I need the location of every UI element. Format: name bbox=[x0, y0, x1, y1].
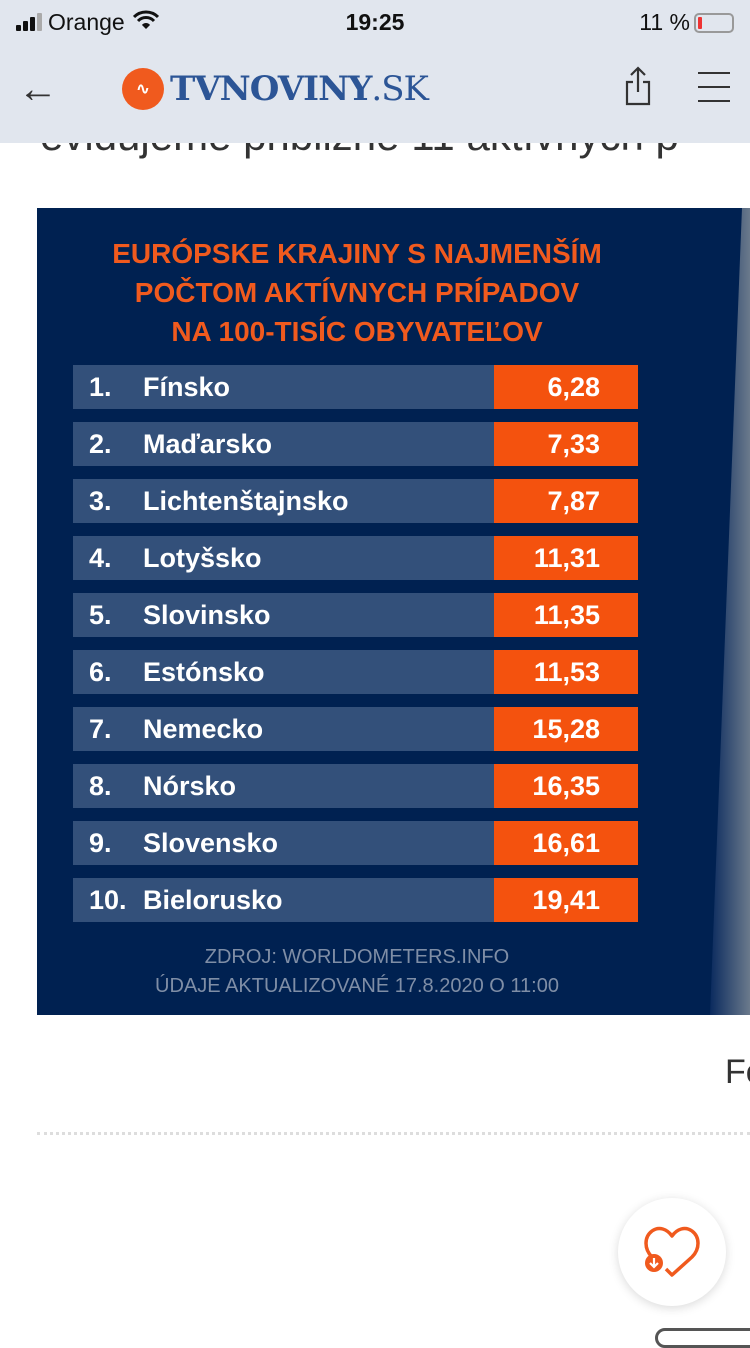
dotted-divider bbox=[37, 1132, 750, 1135]
infographic-title: EURÓPSKE KRAJINY S NAJMENŠÍM POČTOM AKTÍ… bbox=[37, 234, 677, 351]
save-favorite-button[interactable] bbox=[618, 1198, 726, 1306]
logo-mark-icon: ∿ bbox=[122, 68, 164, 110]
rank: 6. bbox=[89, 657, 112, 687]
cases-value: 7,33 bbox=[494, 422, 638, 466]
article-text-fragment: Fo bbox=[725, 1053, 750, 1091]
table-row: 7. Nemecko 15,28 bbox=[73, 707, 638, 751]
hamburger-menu-icon[interactable] bbox=[698, 72, 730, 114]
site-logo[interactable]: ∿ TVNOVINY.SK bbox=[122, 68, 429, 110]
rank: 8. bbox=[89, 771, 112, 801]
top-bar: Orange 19:25 11 % ← ∿ TVNOVINY.SK bbox=[0, 0, 750, 143]
country-name: Lotyšsko bbox=[143, 543, 262, 573]
cases-value: 16,61 bbox=[494, 821, 638, 865]
cases-value: 11,53 bbox=[494, 650, 638, 694]
country-name: Nórsko bbox=[143, 771, 237, 801]
table-row: 2. Maďarsko 7,33 bbox=[73, 422, 638, 466]
rank: 10. bbox=[89, 885, 127, 915]
carrier-label: Orange bbox=[48, 8, 125, 35]
rank: 1. bbox=[89, 372, 112, 402]
table-row: 1. Fínsko 6,28 bbox=[73, 365, 638, 409]
cases-value: 6,28 bbox=[494, 365, 638, 409]
source-note: ZDROJ: WORLDOMETERS.INFO ÚDAJE AKTUALIZO… bbox=[37, 943, 677, 1001]
table-row: 4. Lotyšsko 11,31 bbox=[73, 536, 638, 580]
rank: 7. bbox=[89, 714, 112, 744]
signal-icon bbox=[16, 13, 42, 31]
infographic: EURÓPSKE KRAJINY S NAJMENŠÍM POČTOM AKTÍ… bbox=[37, 208, 750, 1015]
rank: 2. bbox=[89, 429, 112, 459]
back-arrow-icon[interactable]: ← bbox=[18, 66, 58, 111]
cases-value: 11,31 bbox=[494, 536, 638, 580]
country-name: Slovensko bbox=[143, 828, 279, 858]
battery-percent: 11 % bbox=[639, 8, 690, 35]
rank: 4. bbox=[89, 543, 112, 573]
country-name: Slovinsko bbox=[143, 600, 271, 630]
status-bar: Orange 19:25 11 % bbox=[0, 0, 750, 44]
wifi-icon bbox=[132, 9, 159, 36]
update-line: ÚDAJE AKTUALIZOVANÉ 17.8.2020 O 11:00 bbox=[155, 975, 559, 997]
table-row: 10. Bielorusko 19,41 bbox=[73, 878, 638, 922]
table-row: 6. Estónsko 11,53 bbox=[73, 650, 638, 694]
rank: 3. bbox=[89, 486, 112, 516]
logo-tld: .SK bbox=[371, 69, 428, 109]
country-name: Estónsko bbox=[143, 657, 265, 687]
country-name: Maďarsko bbox=[143, 429, 272, 459]
cases-value: 19,41 bbox=[494, 878, 638, 922]
cases-value: 11,35 bbox=[494, 593, 638, 637]
country-name: Lichtenštajnsko bbox=[143, 486, 349, 516]
home-indicator bbox=[655, 1328, 750, 1348]
table-row: 9. Slovensko 16,61 bbox=[73, 821, 638, 865]
country-name: Nemecko bbox=[143, 714, 264, 744]
rank: 9. bbox=[89, 828, 112, 858]
country-name: Bielorusko bbox=[143, 885, 283, 915]
cases-value: 16,35 bbox=[494, 764, 638, 808]
table-row: 3. Lichtenštajnsko 7,87 bbox=[73, 479, 638, 523]
title-line: NA 100-TISÍC OBYVATEĽOV bbox=[171, 316, 543, 347]
ranking-table: 1. Fínsko 6,28 2. Maďarsko 7,33 3. Lichtenštajn… bbox=[73, 365, 638, 935]
nav-bar: ← ∿ TVNOVINY.SK bbox=[0, 44, 750, 134]
share-icon[interactable] bbox=[624, 66, 652, 111]
logo-brand: TVNOVINY bbox=[170, 69, 372, 109]
battery-icon bbox=[694, 13, 734, 34]
country-name: Fínsko bbox=[143, 372, 231, 402]
source-line: ZDROJ: WORLDOMETERS.INFO bbox=[204, 946, 510, 968]
title-line: POČTOM AKTÍVNYCH PRÍPADOV bbox=[134, 277, 580, 308]
table-row: 5. Slovinsko 11,35 bbox=[73, 593, 638, 637]
cases-value: 7,87 bbox=[494, 479, 638, 523]
background-photo-edge bbox=[710, 208, 750, 1015]
heart-download-icon bbox=[642, 1223, 702, 1282]
title-line: EURÓPSKE KRAJINY S NAJMENŠÍM bbox=[112, 238, 602, 269]
table-row: 8. Nórsko 16,35 bbox=[73, 764, 638, 808]
rank: 5. bbox=[89, 600, 112, 630]
cases-value: 15,28 bbox=[494, 707, 638, 751]
